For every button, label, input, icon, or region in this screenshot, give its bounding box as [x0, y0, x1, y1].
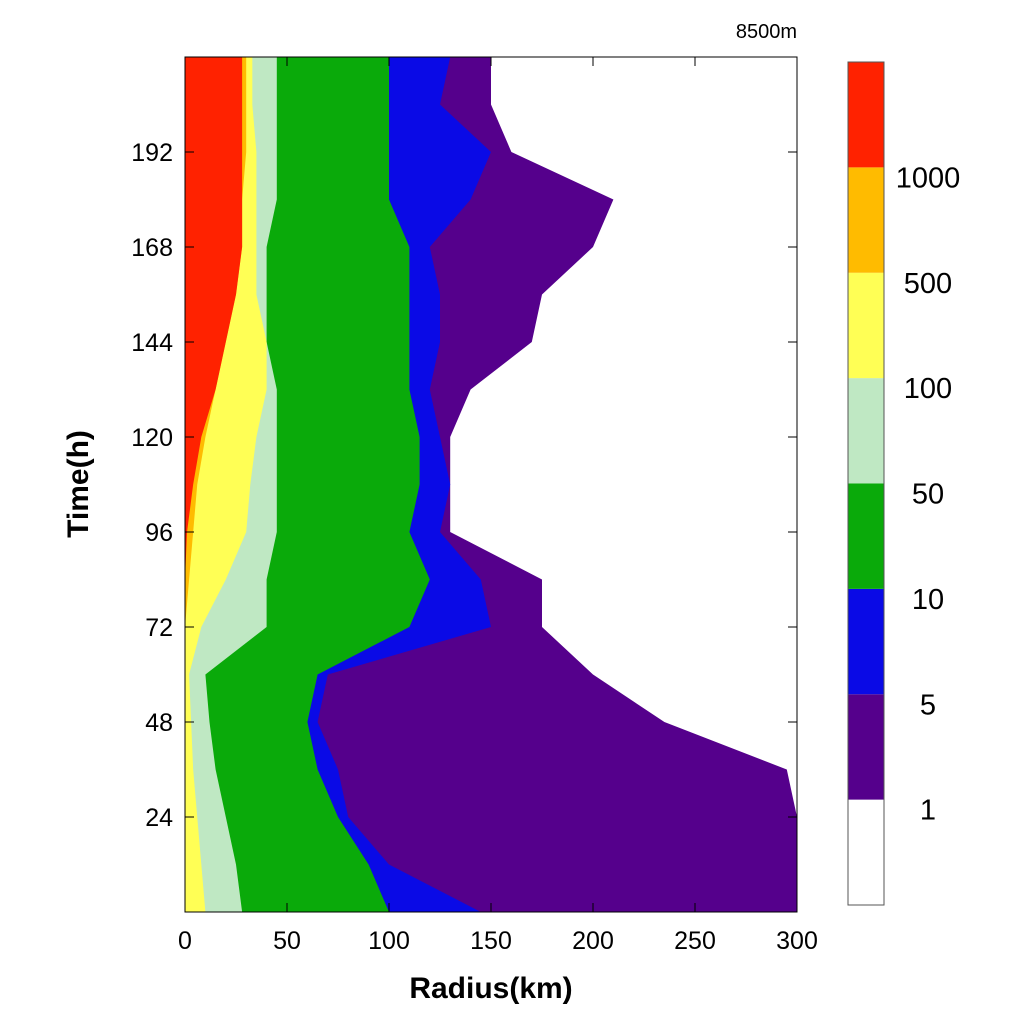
colorbar-swatch — [848, 167, 884, 273]
colorbar-label: 500 — [904, 268, 952, 300]
colorbar-label: 1 — [920, 795, 936, 827]
x-tick-label: 150 — [470, 927, 512, 955]
y-tick-label: 96 — [145, 519, 173, 547]
colorbar-swatch — [848, 378, 884, 484]
colorbar-swatch — [848, 799, 884, 905]
colorbar: 1 5 10 50 100 500 1000 — [847, 61, 961, 906]
region-level-1000 — [185, 57, 243, 912]
y-tick-label: 120 — [131, 424, 173, 452]
colorbar-swatch — [848, 62, 884, 168]
x-tick-label: 250 — [674, 927, 716, 955]
y-tick-label: 24 — [145, 804, 173, 832]
axes: 0 50 100 150 200 250 300 24 48 72 96 120 144 168 192 — [131, 56, 818, 955]
colorbar-label: 10 — [912, 584, 944, 616]
y-tick-label: 48 — [145, 709, 173, 737]
corner-label: 8500m — [736, 21, 797, 43]
y-tick-label: 168 — [131, 234, 173, 262]
plot-area — [185, 57, 797, 912]
x-tick-label: 0 — [178, 927, 192, 955]
colorbar-label: 1000 — [896, 162, 961, 194]
colorbar-swatch — [848, 694, 884, 800]
colorbar-frame — [847, 61, 885, 906]
y-tick-label: 144 — [131, 329, 173, 357]
x-axis-title: Radius(km) — [409, 972, 572, 1005]
x-tick-label: 300 — [776, 927, 818, 955]
colorbar-label: 100 — [904, 373, 952, 405]
x-tick-label: 200 — [572, 927, 614, 955]
colorbar-swatch — [848, 483, 884, 589]
colorbar-label: 50 — [912, 479, 944, 511]
colorbar-swatch — [848, 588, 884, 695]
colorbar-label: 5 — [920, 689, 936, 721]
x-tick-label: 50 — [273, 927, 301, 955]
y-tick-label: 72 — [145, 614, 173, 642]
y-tick-label: 192 — [131, 139, 173, 167]
x-tick-label: 100 — [368, 927, 410, 955]
y-axis-title: Time(h) — [62, 430, 95, 538]
colorbar-swatch — [848, 272, 884, 379]
